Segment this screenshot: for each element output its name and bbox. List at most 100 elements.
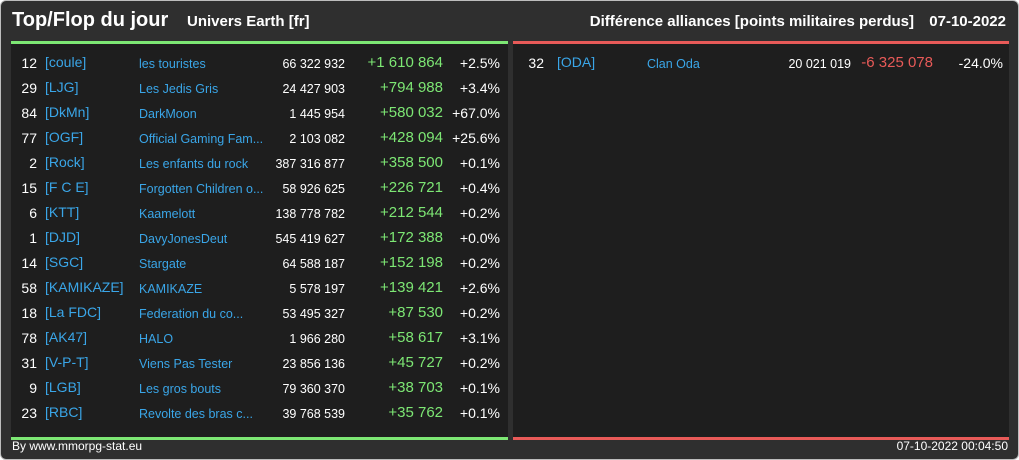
alliance-percent: +0.2% [459, 255, 500, 271]
alliance-diff: +139 421 [380, 279, 443, 296]
alliance-tag-link[interactable]: [La FDC] [45, 304, 102, 320]
alliance-points: 39 768 539 [282, 407, 345, 421]
alliance-row: 1 [DJD] DavyJonesDeut 545 419 627 +172 388 +0… [11, 225, 508, 250]
alliance-tag-link[interactable]: [V-P-T] [45, 354, 89, 370]
alliance-tag-link[interactable]: [KAMIKAZE] [45, 279, 124, 295]
alliance-name-link[interactable]: Federation du co... [139, 307, 244, 321]
alliance-row: 58 [KAMIKAZE] KAMIKAZE 5 578 197 +139 421 +2.… [11, 275, 508, 300]
top-panel: 12 [coule] les touristes 66 322 932 +1 610 8… [11, 41, 508, 440]
alliance-percent: +0.2% [459, 355, 500, 371]
alliance-diff: +226 721 [380, 179, 443, 196]
alliance-tag-link[interactable]: [coule] [45, 54, 87, 70]
alliance-name-link[interactable]: Les Jedis Gris [139, 82, 219, 96]
alliance-percent: +2.6% [459, 280, 500, 296]
alliance-name-link[interactable]: HALO [139, 332, 174, 346]
alliance-name-link[interactable]: Official Gaming Fam... [139, 132, 264, 146]
alliance-percent: +3.1% [459, 330, 500, 346]
footer-source: By www.mmorpg-stat.eu [12, 439, 143, 453]
alliance-name-link[interactable]: KAMIKAZE [139, 282, 203, 296]
alliance-row: 29 [LJG] Les Jedis Gris 24 427 903 +794 988 +… [11, 75, 508, 100]
alliance-tag-link[interactable]: [SGC] [45, 254, 84, 270]
alliance-points: 5 578 197 [289, 282, 345, 296]
alliance-rank: 84 [21, 105, 37, 121]
alliance-points: 20 021 019 [788, 57, 851, 71]
alliance-diff: +45 727 [388, 354, 443, 371]
alliance-points: 1 445 954 [289, 107, 345, 121]
alliance-percent: +0.2% [459, 205, 500, 221]
alliance-name-link[interactable]: Clan Oda [647, 57, 700, 71]
alliance-rank: 77 [21, 130, 37, 146]
alliance-tag-link[interactable]: [DJD] [45, 229, 80, 245]
alliance-row: 12 [coule] les touristes 66 322 932 +1 610 8… [11, 50, 508, 75]
footer-timestamp: 07-10-2022 00:04:50 [896, 439, 1008, 453]
alliance-diff: +35 762 [388, 404, 443, 421]
alliance-rank: 23 [21, 405, 37, 421]
alliance-points: 1 966 280 [289, 332, 345, 346]
alliance-percent: +67.0% [452, 105, 500, 121]
alliance-diff: +87 530 [388, 304, 443, 321]
alliance-row: 18 [La FDC] Federation du co... 53 495 327 +… [11, 300, 508, 325]
alliance-percent: +3.4% [459, 80, 500, 96]
alliance-percent: +25.6% [452, 130, 500, 146]
alliance-name-link[interactable]: Viens Pas Tester [139, 357, 233, 371]
server-name: Univers Earth [fr] [187, 13, 310, 30]
alliance-tag-link[interactable]: [AK47] [45, 329, 88, 345]
alliance-row: 14 [SGC] Stargate 64 588 187 +152 198 +0.2% [11, 250, 508, 275]
alliance-diff: +358 500 [380, 154, 443, 171]
alliance-points: 387 316 877 [275, 157, 345, 171]
alliance-diff: +1 610 864 [367, 54, 444, 71]
alliance-points: 53 495 327 [282, 307, 345, 321]
alliance-name-link[interactable]: DarkMoon [139, 107, 197, 121]
alliance-percent: +2.5% [459, 55, 500, 71]
alliance-rank: 12 [21, 55, 37, 71]
alliance-points: 24 427 903 [282, 82, 345, 96]
alliance-row: 32 [ODA] Clan Oda 20 021 019 -6 325 078 -24.0… [513, 50, 1009, 75]
alliance-name-link[interactable]: Revolte des bras c... [139, 407, 253, 421]
alliance-rank: 29 [21, 80, 37, 96]
alliance-row: 2 [Rock] Les enfants du rock 387 316 877 +35… [11, 150, 508, 175]
alliance-tag-link[interactable]: [OGF] [45, 129, 84, 145]
alliance-row: 78 [AK47] HALO 1 966 280 +58 617 +3.1% [11, 325, 508, 350]
flop-panel: 32 [ODA] Clan Oda 20 021 019 -6 325 078 -24.0… [513, 41, 1009, 440]
alliance-points: 545 419 627 [275, 232, 345, 246]
alliance-rank: 18 [21, 305, 37, 321]
alliance-tag-link[interactable]: [LGB] [45, 379, 81, 395]
alliance-percent: +0.1% [459, 380, 500, 396]
alliance-name-link[interactable]: Les enfants du rock [139, 157, 249, 171]
alliance-points: 58 926 625 [282, 182, 345, 196]
alliance-diff: +172 388 [380, 229, 443, 246]
page-title: Top/Flop du jour [12, 9, 169, 31]
alliance-name-link[interactable]: Kaamelott [139, 207, 196, 221]
alliance-row: 31 [V-P-T] Viens Pas Tester 23 856 136 +45 7… [11, 350, 508, 375]
alliance-row: 77 [OGF] Official Gaming Fam... 2 103 082 +4… [11, 125, 508, 150]
alliance-name-link[interactable]: les touristes [139, 57, 206, 71]
alliance-name-link[interactable]: Forgotten Children o... [139, 182, 264, 196]
header-date: 07-10-2022 [929, 13, 1006, 30]
alliance-name-link[interactable]: DavyJonesDeut [139, 232, 228, 246]
section-title: Différence alliances [points militaires … [589, 13, 914, 30]
alliance-percent: +0.2% [459, 305, 500, 321]
alliance-tag-link[interactable]: [DkMn] [45, 104, 90, 120]
alliance-points: 66 322 932 [282, 57, 345, 71]
alliance-rank: 6 [29, 205, 37, 221]
alliance-tag-link[interactable]: [Rock] [45, 154, 85, 170]
alliance-rank: 32 [528, 55, 544, 71]
alliance-tag-link[interactable]: [F C E] [45, 179, 89, 195]
alliance-diff: +794 988 [380, 79, 443, 96]
alliance-diff: +58 617 [388, 329, 443, 346]
alliance-points: 2 103 082 [289, 132, 345, 146]
alliance-percent: +0.4% [459, 180, 500, 196]
alliance-rank: 31 [21, 355, 37, 371]
alliance-tag-link[interactable]: [LJG] [45, 79, 79, 95]
alliance-name-link[interactable]: Les gros bouts [139, 382, 221, 396]
alliance-percent: +0.0% [459, 230, 500, 246]
alliance-row: 23 [RBC] Revolte des bras c... 39 768 539 +3… [11, 400, 508, 425]
alliance-tag-link[interactable]: [RBC] [45, 404, 83, 420]
alliance-tag-link[interactable]: [KTT] [45, 204, 80, 220]
alliance-diff: -6 325 078 [861, 54, 933, 71]
alliance-rank: 2 [29, 155, 37, 171]
alliance-name-link[interactable]: Stargate [139, 257, 187, 271]
alliance-tag-link[interactable]: [ODA] [557, 54, 596, 70]
alliance-rank: 9 [29, 380, 37, 396]
